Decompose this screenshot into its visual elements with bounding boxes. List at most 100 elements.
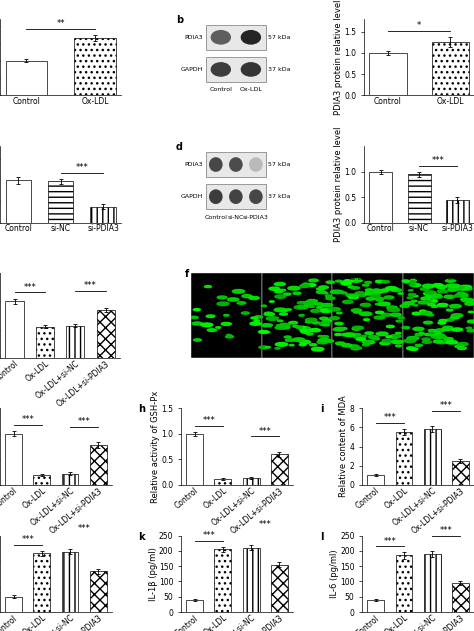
Ellipse shape xyxy=(209,189,223,204)
Text: 37 kDa: 37 kDa xyxy=(268,194,291,199)
Circle shape xyxy=(360,304,371,307)
Circle shape xyxy=(333,328,344,331)
Circle shape xyxy=(459,295,468,297)
Circle shape xyxy=(421,297,431,300)
Text: si-NC: si-NC xyxy=(228,215,244,220)
Circle shape xyxy=(446,280,456,282)
Circle shape xyxy=(381,313,391,316)
Circle shape xyxy=(298,327,310,330)
Circle shape xyxy=(392,337,397,339)
Circle shape xyxy=(303,302,316,305)
Text: Ox-LDL+si-NC: Ox-LDL+si-NC xyxy=(348,276,387,281)
Circle shape xyxy=(352,346,362,350)
Circle shape xyxy=(365,332,374,334)
Circle shape xyxy=(276,324,284,327)
Circle shape xyxy=(396,320,402,322)
Bar xyxy=(5,597,22,612)
Text: ***: *** xyxy=(432,156,445,165)
Circle shape xyxy=(262,331,268,333)
Circle shape xyxy=(398,293,403,294)
Bar xyxy=(66,326,84,358)
Circle shape xyxy=(315,322,320,324)
Circle shape xyxy=(311,347,324,351)
Circle shape xyxy=(443,326,453,329)
Circle shape xyxy=(319,286,328,288)
Text: ***: *** xyxy=(21,415,34,425)
Circle shape xyxy=(346,294,355,297)
Circle shape xyxy=(448,289,456,292)
Text: si-PDIA3: si-PDIA3 xyxy=(243,215,269,220)
Circle shape xyxy=(389,287,397,290)
Circle shape xyxy=(442,328,451,331)
Circle shape xyxy=(343,300,353,304)
Circle shape xyxy=(226,336,234,338)
Circle shape xyxy=(358,294,366,297)
Circle shape xyxy=(201,323,213,327)
Circle shape xyxy=(409,290,413,291)
Circle shape xyxy=(306,333,313,335)
Circle shape xyxy=(415,345,422,346)
Circle shape xyxy=(446,285,451,286)
Circle shape xyxy=(306,283,316,286)
Circle shape xyxy=(321,321,330,324)
Circle shape xyxy=(303,284,310,286)
Circle shape xyxy=(251,317,257,319)
Circle shape xyxy=(374,289,380,291)
Circle shape xyxy=(321,304,333,307)
FancyBboxPatch shape xyxy=(206,184,266,209)
Circle shape xyxy=(292,338,305,341)
Circle shape xyxy=(275,348,280,349)
Text: ***: *** xyxy=(202,416,215,425)
Bar xyxy=(186,600,203,612)
Circle shape xyxy=(371,294,381,297)
Circle shape xyxy=(422,341,431,343)
Text: Control: Control xyxy=(210,87,232,92)
Circle shape xyxy=(421,312,432,315)
Circle shape xyxy=(342,344,352,347)
Circle shape xyxy=(218,296,227,299)
Text: ***: *** xyxy=(440,401,453,410)
Circle shape xyxy=(374,295,379,296)
Circle shape xyxy=(289,321,298,324)
Circle shape xyxy=(461,293,466,295)
Bar xyxy=(367,600,384,612)
Circle shape xyxy=(241,312,249,314)
Bar xyxy=(214,479,231,485)
Text: ***: *** xyxy=(259,521,272,529)
Text: ***: *** xyxy=(78,418,91,427)
Circle shape xyxy=(373,338,380,340)
Circle shape xyxy=(381,290,388,292)
Y-axis label: PDIA3 protein relative level: PDIA3 protein relative level xyxy=(334,127,343,242)
Bar xyxy=(97,310,115,358)
Circle shape xyxy=(410,280,417,281)
Circle shape xyxy=(467,329,474,332)
Circle shape xyxy=(398,317,404,319)
Circle shape xyxy=(294,305,306,309)
Text: ***: *** xyxy=(440,526,453,535)
Text: Ox-LDL+si-PDIA3: Ox-LDL+si-PDIA3 xyxy=(415,276,462,281)
Circle shape xyxy=(446,341,457,344)
Circle shape xyxy=(341,282,351,285)
Circle shape xyxy=(433,340,442,343)
Circle shape xyxy=(207,329,217,331)
Circle shape xyxy=(409,348,418,350)
Circle shape xyxy=(318,336,323,337)
Circle shape xyxy=(264,312,274,316)
Circle shape xyxy=(463,294,468,295)
Circle shape xyxy=(388,308,400,312)
Circle shape xyxy=(382,339,391,342)
Circle shape xyxy=(453,295,460,297)
Circle shape xyxy=(265,312,272,314)
Circle shape xyxy=(451,314,463,317)
Circle shape xyxy=(351,309,362,312)
Circle shape xyxy=(468,311,474,313)
Circle shape xyxy=(380,342,390,345)
Circle shape xyxy=(407,348,412,350)
Circle shape xyxy=(428,300,438,303)
Bar xyxy=(6,302,24,358)
Text: Ox-LDL: Ox-LDL xyxy=(239,87,262,92)
Circle shape xyxy=(437,334,445,336)
Circle shape xyxy=(420,288,428,290)
Circle shape xyxy=(407,347,415,350)
Circle shape xyxy=(348,286,354,288)
